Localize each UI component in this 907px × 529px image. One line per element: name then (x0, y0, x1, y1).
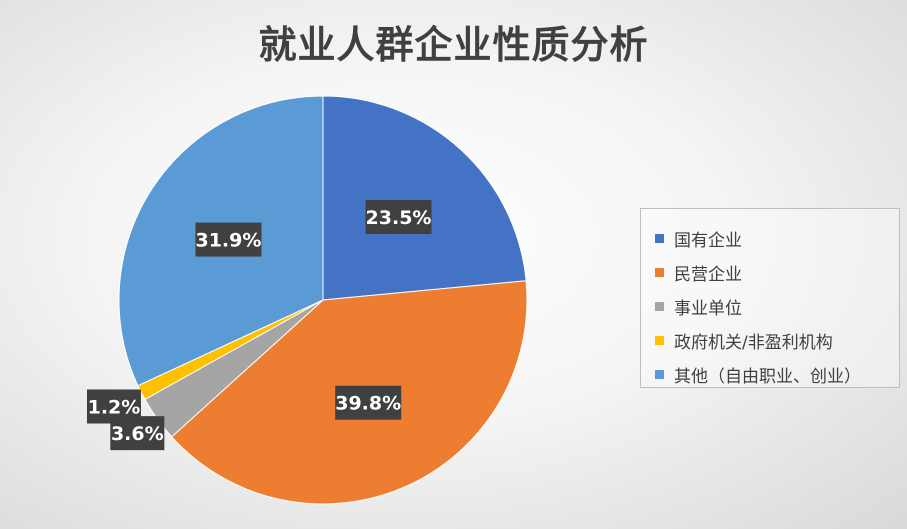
legend-label: 政府机关/非盈利机构 (674, 332, 833, 353)
legend-swatch (655, 267, 664, 277)
data-label: 39.8% (335, 385, 402, 420)
data-label: 23.5% (365, 200, 432, 235)
data-label-text: 3.6% (111, 423, 164, 445)
data-label-box (365, 200, 432, 235)
data-label-box (195, 222, 262, 257)
data-label-text: 23.5% (366, 207, 432, 229)
chart-legend: 国有企业民营企业事业单位政府机关/非盈利机构其他（自由职业、创业） (640, 208, 900, 388)
legend-label: 事业单位 (674, 298, 742, 319)
data-label-text: 31.9% (195, 230, 261, 252)
legend-item: 民营企业 (655, 255, 899, 289)
data-label: 31.9% (195, 222, 262, 257)
legend-label: 国有企业 (674, 230, 742, 251)
legend-item: 政府机关/非盈利机构 (655, 323, 899, 357)
legend-item: 其他（自由职业、创业） (655, 357, 899, 391)
legend-item: 事业单位 (655, 289, 899, 323)
legend-label: 其他（自由职业、创业） (674, 366, 861, 387)
data-label: 1.2% (86, 389, 141, 424)
chart-title: 就业人群企业性质分析 (258, 23, 649, 67)
legend-swatch (655, 233, 664, 243)
pie-slice (322, 95, 527, 301)
legend-item: 国有企业 (655, 221, 899, 255)
legend-swatch (655, 369, 664, 379)
data-label-text: 1.2% (88, 397, 141, 419)
data-label-text: 39.8% (335, 393, 401, 415)
data-label-box (86, 389, 141, 424)
legend-swatch (655, 301, 664, 311)
data-label-box (335, 385, 402, 420)
legend-swatch (655, 335, 664, 345)
legend-label: 民营企业 (674, 264, 742, 285)
